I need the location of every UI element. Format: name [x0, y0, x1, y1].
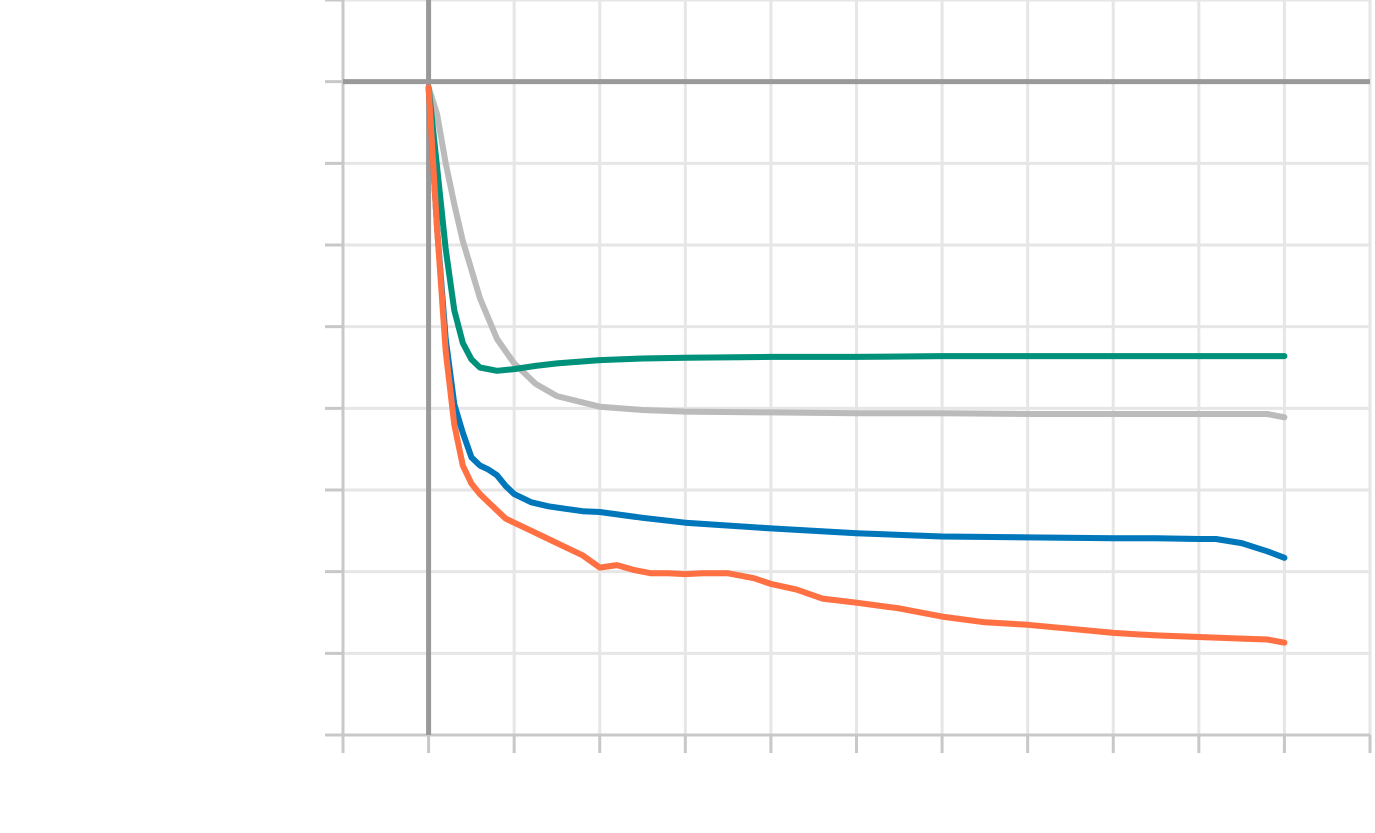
series-3-line: [425, 84, 1288, 646]
series-1-line: [425, 84, 1288, 374]
axes-layer: [325, 0, 1372, 753]
series-2-line: [425, 84, 1288, 561]
grid-layer: [341, 0, 1372, 737]
series-layer: [425, 84, 1288, 646]
series-0-line: [425, 84, 1288, 421]
